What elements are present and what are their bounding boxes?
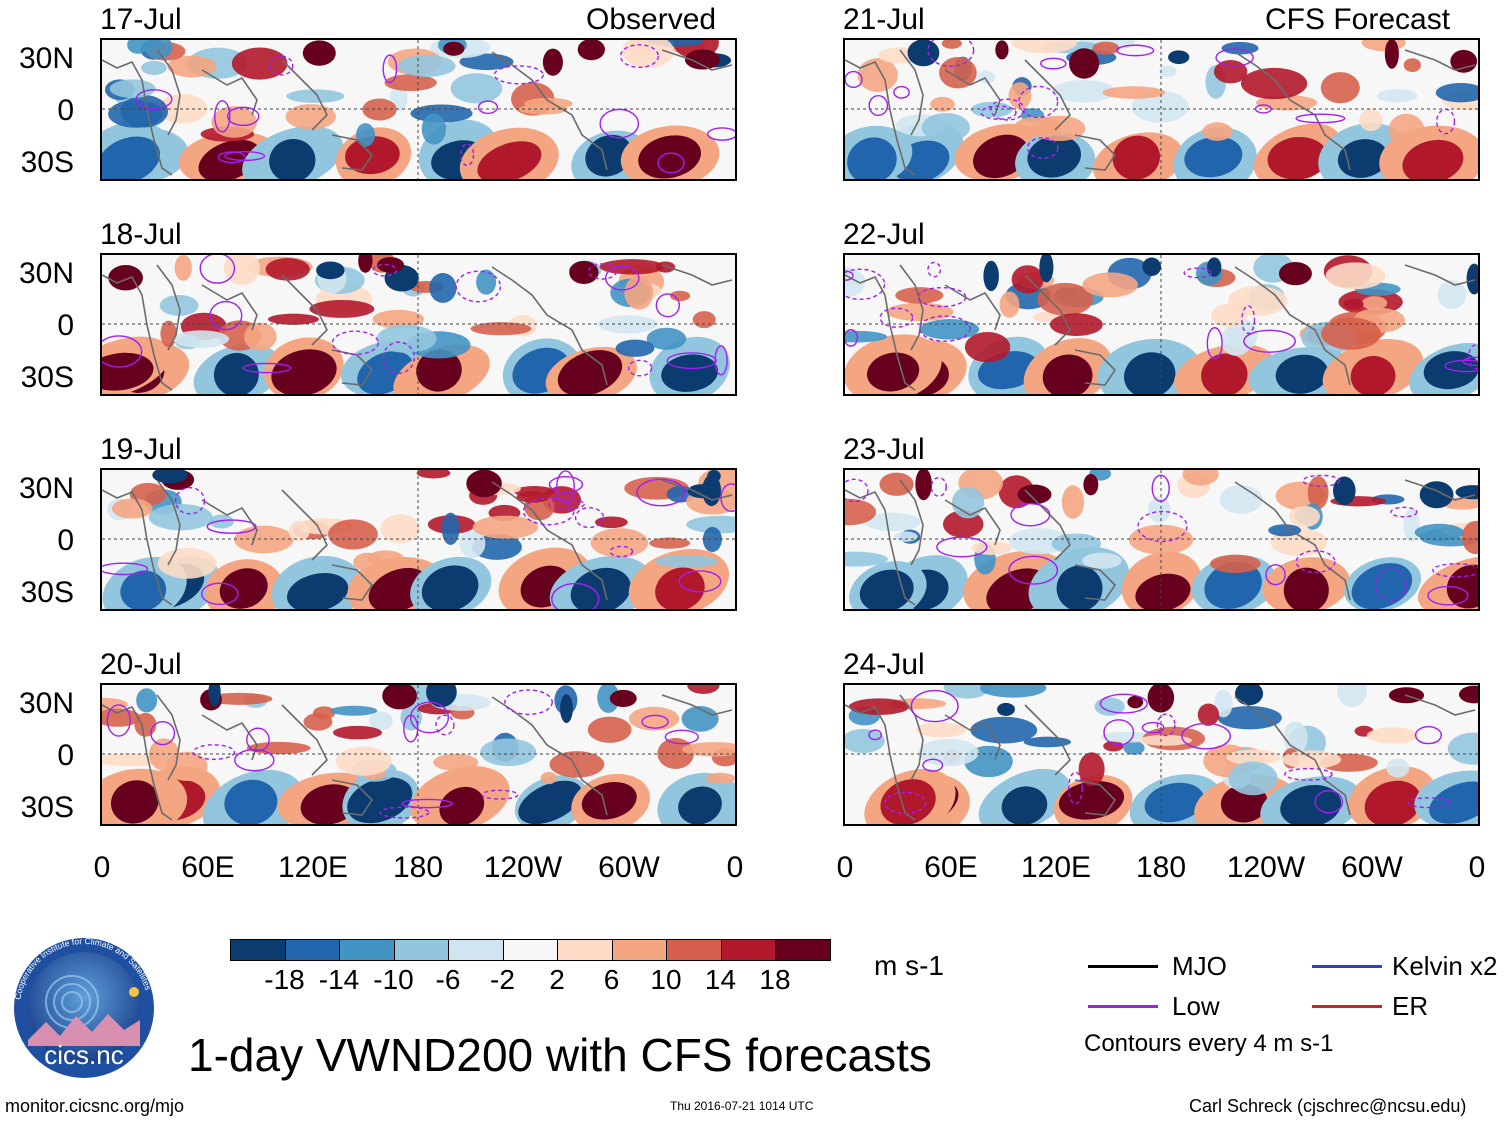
cics-logo: cics.nc Cooperative Institute for Climat… [12,936,156,1080]
colorbar-swatch [775,939,831,961]
panel-date-21jul: 21-Jul [843,3,925,36]
legend-kelvin-label: Kelvin x2 [1392,951,1498,981]
colorbar-swatch [720,939,776,961]
panel-date-18jul: 18-Jul [100,218,182,251]
colorbar-label: -14 [318,964,360,995]
colorbar-label: 18 [759,964,791,995]
cfs-forecast-header: CFS Forecast [1265,3,1451,36]
legend-kelvin-line [1312,965,1382,968]
colorbar-swatch [284,939,340,961]
colorbar-label: 2 [549,964,565,995]
colorbar-label: -2 [490,964,515,995]
panel-date-17jul: 17-Jul [100,3,182,36]
lon-label-60w: 60W [598,851,660,884]
colorbar-swatch [611,939,667,961]
main-title: 1-day VWND200 with CFS forecasts [188,1029,932,1081]
colorbar-swatch [230,939,286,961]
lon-label-60e: 60E [924,851,978,884]
map-panel-24jul [843,683,1480,826]
lat-label-30n: 30N [18,257,74,290]
lat-label-30n: 30N [18,42,74,75]
lon-label-0: 0 [93,851,111,884]
map-panel-18jul [100,253,737,396]
lon-label-120e: 120E [1020,851,1092,884]
footer-timestamp: Thu 2016-07-21 1014 UTC [670,1099,814,1113]
legend-mjo-line [1088,965,1158,968]
lat-label-30n: 30N [18,472,74,505]
lat-label-30s: 30S [20,146,74,179]
lon-label-60w: 60W [1341,851,1403,884]
colorbar-swatch [666,939,722,961]
lat-label-30n: 30N [18,687,74,720]
colorbar-swatch [393,939,449,961]
colorbar-label: -10 [373,964,414,995]
lat-label-eq: 0 [57,94,74,127]
lon-label-120w: 120W [483,851,563,884]
colorbar-label: 10 [650,964,682,995]
lat-label-eq: 0 [57,309,74,342]
legend-er-label: ER [1392,991,1429,1021]
panel-date-24jul: 24-Jul [843,648,925,681]
legend-low-label: Low [1172,991,1220,1021]
lat-label-30s: 30S [20,576,74,609]
map-panel-21jul [843,38,1480,181]
observed-header: Observed [586,3,717,36]
lon-label-0-east: 0 [726,851,744,884]
lon-label-0-east: 0 [1468,851,1486,884]
panel-date-22jul: 22-Jul [843,218,925,251]
footer-url[interactable]: monitor.cicsnc.org/mjo [5,1096,185,1116]
lon-label-60e: 60E [181,851,235,884]
map-panel-23jul [843,468,1480,611]
panel-date-23jul: 23-Jul [843,433,925,466]
lon-label-180: 180 [392,851,444,884]
colorbar-swatch [502,939,558,961]
panel-date-20jul: 20-Jul [100,648,182,681]
map-panel-20jul [100,683,737,826]
colorbar-label: 6 [603,964,620,995]
lat-label-eq: 0 [57,739,74,772]
svg-text:cics.nc: cics.nc [44,1040,123,1070]
lat-label-eq: 0 [57,524,74,557]
footer-author: Carl Schreck (cjschrec@ncsu.edu) [1189,1096,1467,1116]
lat-label-30s: 30S [20,791,74,824]
panel-date-19jul: 19-Jul [100,433,182,466]
lat-label-30s: 30S [20,361,74,394]
legend-low-line [1088,1005,1158,1008]
lon-label-120e: 120E [277,851,349,884]
lon-label-120w: 120W [1226,851,1306,884]
lon-label-180: 180 [1135,851,1187,884]
contours-note: Contours every 4 m s-1 [1084,1030,1334,1057]
colorbar-swatch [339,939,395,961]
map-panel-22jul [843,253,1480,396]
colorbar-label: -18 [264,964,305,995]
lon-label-0: 0 [836,851,854,884]
map-panel-19jul [100,468,737,611]
colorbar-swatch [448,939,504,961]
legend-er-line [1312,1005,1382,1008]
colorbar-label: 14 [704,964,737,995]
colorbar-swatch [557,939,613,961]
legend-mjo-label: MJO [1172,951,1227,981]
colorbar-units: m s-1 [874,950,944,981]
colorbar-label: -6 [435,964,461,995]
map-panel-17jul [100,38,737,181]
